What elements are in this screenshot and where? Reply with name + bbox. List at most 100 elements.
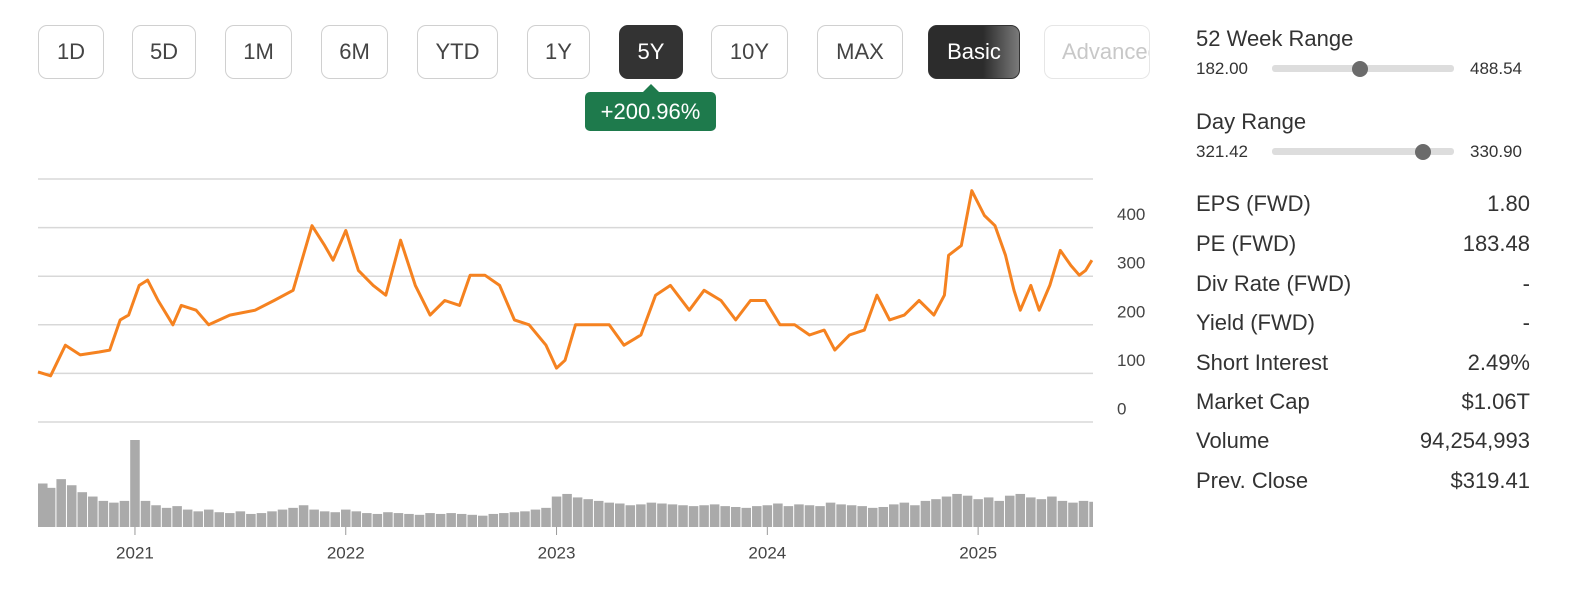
stat-label: Market Cap xyxy=(1196,389,1310,414)
volume-bar xyxy=(667,504,678,527)
volume-bar xyxy=(1078,500,1089,527)
volume-bar xyxy=(1004,495,1015,527)
range-button[interactable]: 5Y xyxy=(619,25,683,79)
range-button[interactable]: 1Y xyxy=(527,25,590,79)
stat-label: PE (FWD) xyxy=(1196,231,1297,256)
range-track xyxy=(1272,148,1454,155)
volume-bar xyxy=(161,507,172,527)
volume-bar xyxy=(456,513,467,527)
volume-bar xyxy=(541,507,551,527)
range-button[interactable]: 6M xyxy=(321,25,388,79)
range-button[interactable]: MAX xyxy=(817,25,903,79)
volume-bar xyxy=(604,502,615,527)
range-low: 182.00 xyxy=(1196,59,1248,78)
volume-bar xyxy=(362,513,372,527)
x-tick-label: 2024 xyxy=(748,543,786,562)
volume-bar xyxy=(878,506,889,527)
stat-label: EPS (FWD) xyxy=(1196,191,1311,216)
volume-bar xyxy=(330,512,340,527)
volume-bar xyxy=(962,495,973,527)
volume-bar xyxy=(815,506,825,527)
stat-label: Yield (FWD) xyxy=(1196,310,1315,335)
volume-bar xyxy=(699,505,709,527)
volume-bar xyxy=(109,502,119,527)
volume-bar xyxy=(1068,502,1078,527)
price-line xyxy=(37,189,1094,378)
volume-bar xyxy=(794,504,804,527)
volume-bar xyxy=(140,500,151,527)
volume-bar xyxy=(277,509,288,527)
volume-bar xyxy=(446,513,456,527)
volume-bar xyxy=(920,500,931,527)
range-label: 52 Week Range xyxy=(1196,26,1354,51)
y-tick-label: 400 xyxy=(1117,205,1145,224)
volume-bar xyxy=(288,507,298,527)
volume-bar xyxy=(214,512,225,527)
stat-value: 1.80 xyxy=(1487,191,1530,216)
volume-bar xyxy=(1089,501,1093,527)
volume-bar xyxy=(836,504,846,527)
stat-row: Prev. Close $319.41 xyxy=(1196,466,1530,496)
stat-row: Volume 94,254,993 xyxy=(1196,426,1530,456)
volume-bar xyxy=(45,487,56,527)
volume-bar xyxy=(973,499,983,527)
range-marker xyxy=(1351,61,1368,77)
x-tick-label: 2021 xyxy=(116,543,154,562)
volume-bar xyxy=(730,506,741,527)
volume-bar xyxy=(351,511,362,527)
volume-bar xyxy=(752,506,762,527)
stat-value: 2.49% xyxy=(1467,350,1530,375)
volume-bar xyxy=(77,492,88,527)
stat-label: Prev. Close xyxy=(1196,468,1309,493)
volume-bar xyxy=(572,497,583,527)
stat-value: $319.41 xyxy=(1450,468,1530,493)
volume-bar xyxy=(804,505,815,527)
volume-bar xyxy=(256,513,267,527)
stat-label: Volume xyxy=(1196,428,1270,453)
volume-bar xyxy=(825,502,836,527)
volume-bar xyxy=(983,497,994,527)
volume-bar xyxy=(372,513,383,527)
stat-label: Div Rate (FWD) xyxy=(1196,271,1352,296)
volume-bar xyxy=(783,506,794,527)
volume-bar xyxy=(657,503,667,527)
stat-row: Div Rate (FWD) - xyxy=(1196,269,1530,299)
volume-bar xyxy=(678,505,688,527)
chart: 0 100 200 300 400 2021 2022 2023 2024 2025 xyxy=(37,178,1145,562)
volume-bar xyxy=(857,506,867,527)
volume-bar xyxy=(172,506,182,527)
range-button[interactable]: YTD xyxy=(417,25,498,79)
volume-bar xyxy=(593,500,604,527)
range-high: 488.54 xyxy=(1470,59,1522,78)
volume-bar xyxy=(615,503,625,527)
stat-row: Market Cap $1.06T xyxy=(1196,387,1530,417)
y-tick-label: 200 xyxy=(1117,302,1145,321)
stat-value: - xyxy=(1522,310,1530,335)
range-button[interactable]: 1M xyxy=(225,25,292,79)
range-button[interactable]: 10Y xyxy=(711,25,788,79)
volume-bar xyxy=(267,511,277,527)
range-marker xyxy=(1415,144,1432,160)
y-tick-label: 0 xyxy=(1117,399,1126,418)
volume-bar xyxy=(636,504,646,527)
volume-bar xyxy=(246,513,256,527)
volume-bar xyxy=(309,509,319,527)
range-button[interactable]: 5D xyxy=(132,25,196,79)
volume-bar xyxy=(910,505,920,527)
volume-bar xyxy=(499,513,509,527)
volume-bar xyxy=(488,513,499,527)
volume-bar xyxy=(1015,493,1026,527)
volume-bar xyxy=(414,514,425,527)
volume-bar xyxy=(225,513,235,527)
volume-bar xyxy=(88,496,98,527)
volume-bar xyxy=(520,511,530,527)
view-button[interactable]: Basic xyxy=(928,25,1020,79)
stat-row: EPS (FWD) 1.80 xyxy=(1196,189,1530,219)
volume-bar xyxy=(720,506,730,527)
volume-bar xyxy=(646,502,657,527)
volume-bar xyxy=(98,500,109,527)
range-button[interactable]: 1D xyxy=(38,25,104,79)
volume-bar xyxy=(551,496,562,527)
volume-bar xyxy=(931,499,941,527)
